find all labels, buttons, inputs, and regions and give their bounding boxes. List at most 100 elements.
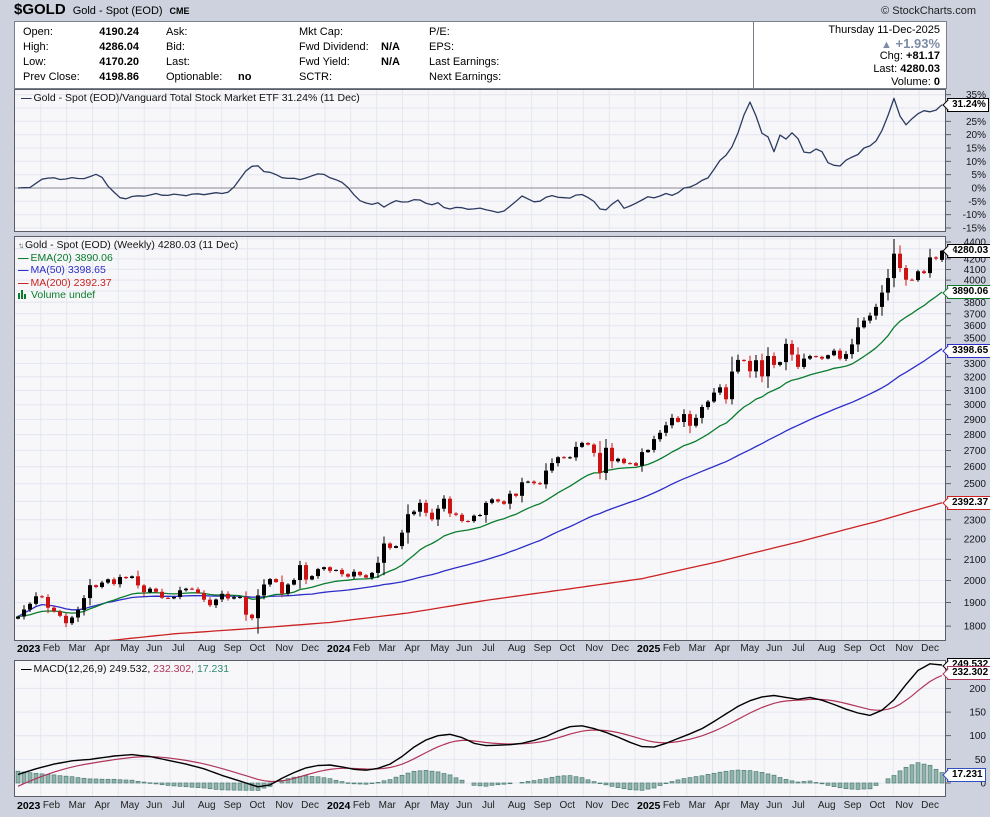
svg-text:3000: 3000 — [964, 400, 987, 411]
x-axis-label: Jul — [792, 800, 805, 811]
svg-text:2500: 2500 — [964, 479, 987, 490]
svg-text:-10%: -10% — [963, 210, 986, 221]
svg-text:2300: 2300 — [964, 515, 987, 526]
x-axis-label: May — [430, 800, 450, 811]
quote-label: Bid: — [166, 41, 185, 53]
x-axis-label: Jul — [172, 643, 185, 654]
x-axis-label: Oct — [869, 800, 886, 811]
x-axis-label: Feb — [662, 800, 681, 811]
x-axis-label: Mar — [688, 800, 706, 811]
x-axis-label: Feb — [352, 800, 371, 811]
x-axis-label: Dec — [611, 800, 629, 811]
x-axis-bottom: 2023 Feb Mar Apr May Jun Jul Aug Sep Oct Nov Dec 202… — [0, 799, 990, 814]
quote-value: N/A — [381, 41, 400, 53]
line-swatch: — — [21, 663, 32, 675]
svg-text:3700: 3700 — [964, 309, 987, 320]
quote-label: Open: — [23, 26, 53, 38]
x-axis-label: Apr — [714, 643, 731, 654]
x-axis-label: May — [740, 800, 760, 811]
svg-text:2600: 2600 — [964, 462, 987, 473]
x-axis-label: Dec — [611, 643, 629, 654]
svg-text:4000: 4000 — [964, 276, 987, 287]
quote-label: EPS: — [429, 41, 455, 53]
symbol-name: Gold - Spot (EOD) — [72, 5, 163, 17]
quote-label: Optionable: — [166, 71, 223, 83]
quote-label: P/E: — [429, 26, 450, 38]
main-legend: ↑↓ Gold - Spot (EOD) (Weekly) 4280.03 (11… — [18, 239, 238, 302]
x-axis-label: Mar — [68, 800, 86, 811]
x-axis-top: 2023 Feb Mar Apr May Jun Jul Aug Sep Oct Nov Dec 202… — [0, 642, 990, 657]
x-axis-label: Sep — [223, 643, 242, 654]
x-axis-label: Nov — [275, 643, 294, 654]
ratio-legend: — Gold - Spot (EOD)/Vanguard Total Stock … — [21, 92, 360, 105]
ratio-line — [17, 97, 943, 214]
svg-text:3300: 3300 — [964, 359, 987, 370]
quote-label: Prev Close: — [23, 71, 80, 83]
x-axis-label: Mar — [68, 643, 86, 654]
x-axis-label: Apr — [94, 800, 111, 811]
x-axis-label: Mar — [378, 643, 396, 654]
quote-value: 4170.20 — [99, 56, 139, 68]
ratio-title: Gold - Spot (EOD)/Vanguard Total Stock M… — [33, 92, 360, 104]
x-axis-label: 2024 — [327, 643, 351, 655]
x-axis-label: Sep — [223, 800, 242, 811]
x-axis-label: Oct — [559, 800, 576, 811]
quote-label: SCTR: — [299, 71, 332, 83]
quote-label: High: — [23, 41, 49, 53]
last-label: Last: — [873, 63, 898, 75]
svg-text:35%: 35% — [966, 90, 986, 101]
svg-text:3600: 3600 — [964, 321, 987, 332]
quote-col-ohlc: Open: 4190.24 High: 4286.04 Low: 4170.20 Pr… — [15, 22, 158, 88]
svg-text:25%: 25% — [966, 117, 986, 128]
svg-text:3200: 3200 — [964, 372, 987, 383]
svg-text:2000: 2000 — [964, 576, 987, 587]
svg-text:2200: 2200 — [964, 535, 987, 546]
x-axis-label: Nov — [585, 800, 604, 811]
x-axis-label: Feb — [42, 800, 61, 811]
percent-change: ▲ +1.93% — [762, 37, 940, 51]
volume-legend-label: Volume undef — [31, 289, 96, 301]
x-axis-label: Nov — [895, 800, 914, 811]
svg-text:2700: 2700 — [964, 446, 987, 457]
svg-text:4100: 4100 — [964, 265, 987, 276]
svg-text:3900: 3900 — [964, 287, 987, 298]
svg-text:150: 150 — [969, 708, 986, 719]
quote-value: no — [238, 71, 252, 83]
x-axis-label: Dec — [921, 800, 939, 811]
quote-value: 4190.24 — [99, 26, 139, 38]
copyright: © StockCharts.com — [881, 5, 976, 17]
chg-value: +81.17 — [906, 50, 940, 62]
x-axis-label: Aug — [507, 643, 526, 654]
ratio-panel-svg: 35% 30% 25% 20% 15% 10% 5% 0% -5% -10% -15% — [14, 89, 986, 232]
x-axis-label: 2023 — [17, 643, 41, 655]
x-axis-label: Apr — [404, 643, 421, 654]
x-axis-label: Mar — [378, 800, 396, 811]
svg-text:100: 100 — [969, 731, 986, 742]
x-axis-label: Dec — [301, 643, 319, 654]
x-axis-label: 2024 — [327, 800, 351, 812]
ema20-label: EMA(20) 3890.06 — [30, 251, 113, 264]
line-swatch: — — [18, 264, 29, 276]
svg-text:2800: 2800 — [964, 430, 987, 441]
MA(200)-line — [108, 502, 943, 640]
x-axis-label: Aug — [197, 643, 216, 654]
svg-text:3800: 3800 — [964, 298, 987, 309]
macd-label: MACD(12,26,9) 249.532, — [33, 663, 151, 675]
macd-signal-line — [17, 674, 943, 787]
x-axis-label: Mar — [688, 643, 706, 654]
x-axis-label: Jul — [792, 643, 805, 654]
x-axis-label: May — [120, 643, 140, 654]
x-axis-label: Jul — [482, 643, 495, 654]
x-axis-label: Jun — [766, 800, 783, 811]
quote-col-bid-ask: Ask: Bid: Last: Optionable: no — [158, 22, 291, 88]
x-axis-label: Nov — [585, 643, 604, 654]
svg-text:3400: 3400 — [964, 346, 987, 357]
candlesticks — [16, 239, 944, 634]
x-axis-label: Jun — [146, 643, 163, 654]
line-swatch: — — [18, 251, 29, 264]
svg-text:1900: 1900 — [964, 598, 987, 609]
x-axis-label: Aug — [817, 800, 836, 811]
x-axis-label: Sep — [843, 643, 862, 654]
x-axis-label: May — [120, 800, 140, 811]
